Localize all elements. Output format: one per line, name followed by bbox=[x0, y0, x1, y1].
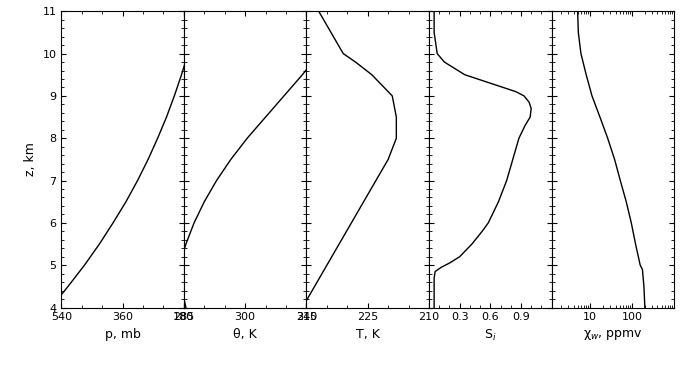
X-axis label: χ$_w$, ppmv: χ$_w$, ppmv bbox=[583, 328, 643, 342]
X-axis label: θ, K: θ, K bbox=[234, 328, 257, 341]
Y-axis label: z, km: z, km bbox=[24, 142, 37, 176]
X-axis label: p, mb: p, mb bbox=[105, 328, 140, 341]
X-axis label: T, K: T, K bbox=[355, 328, 380, 341]
X-axis label: S$_i$: S$_i$ bbox=[484, 328, 496, 343]
